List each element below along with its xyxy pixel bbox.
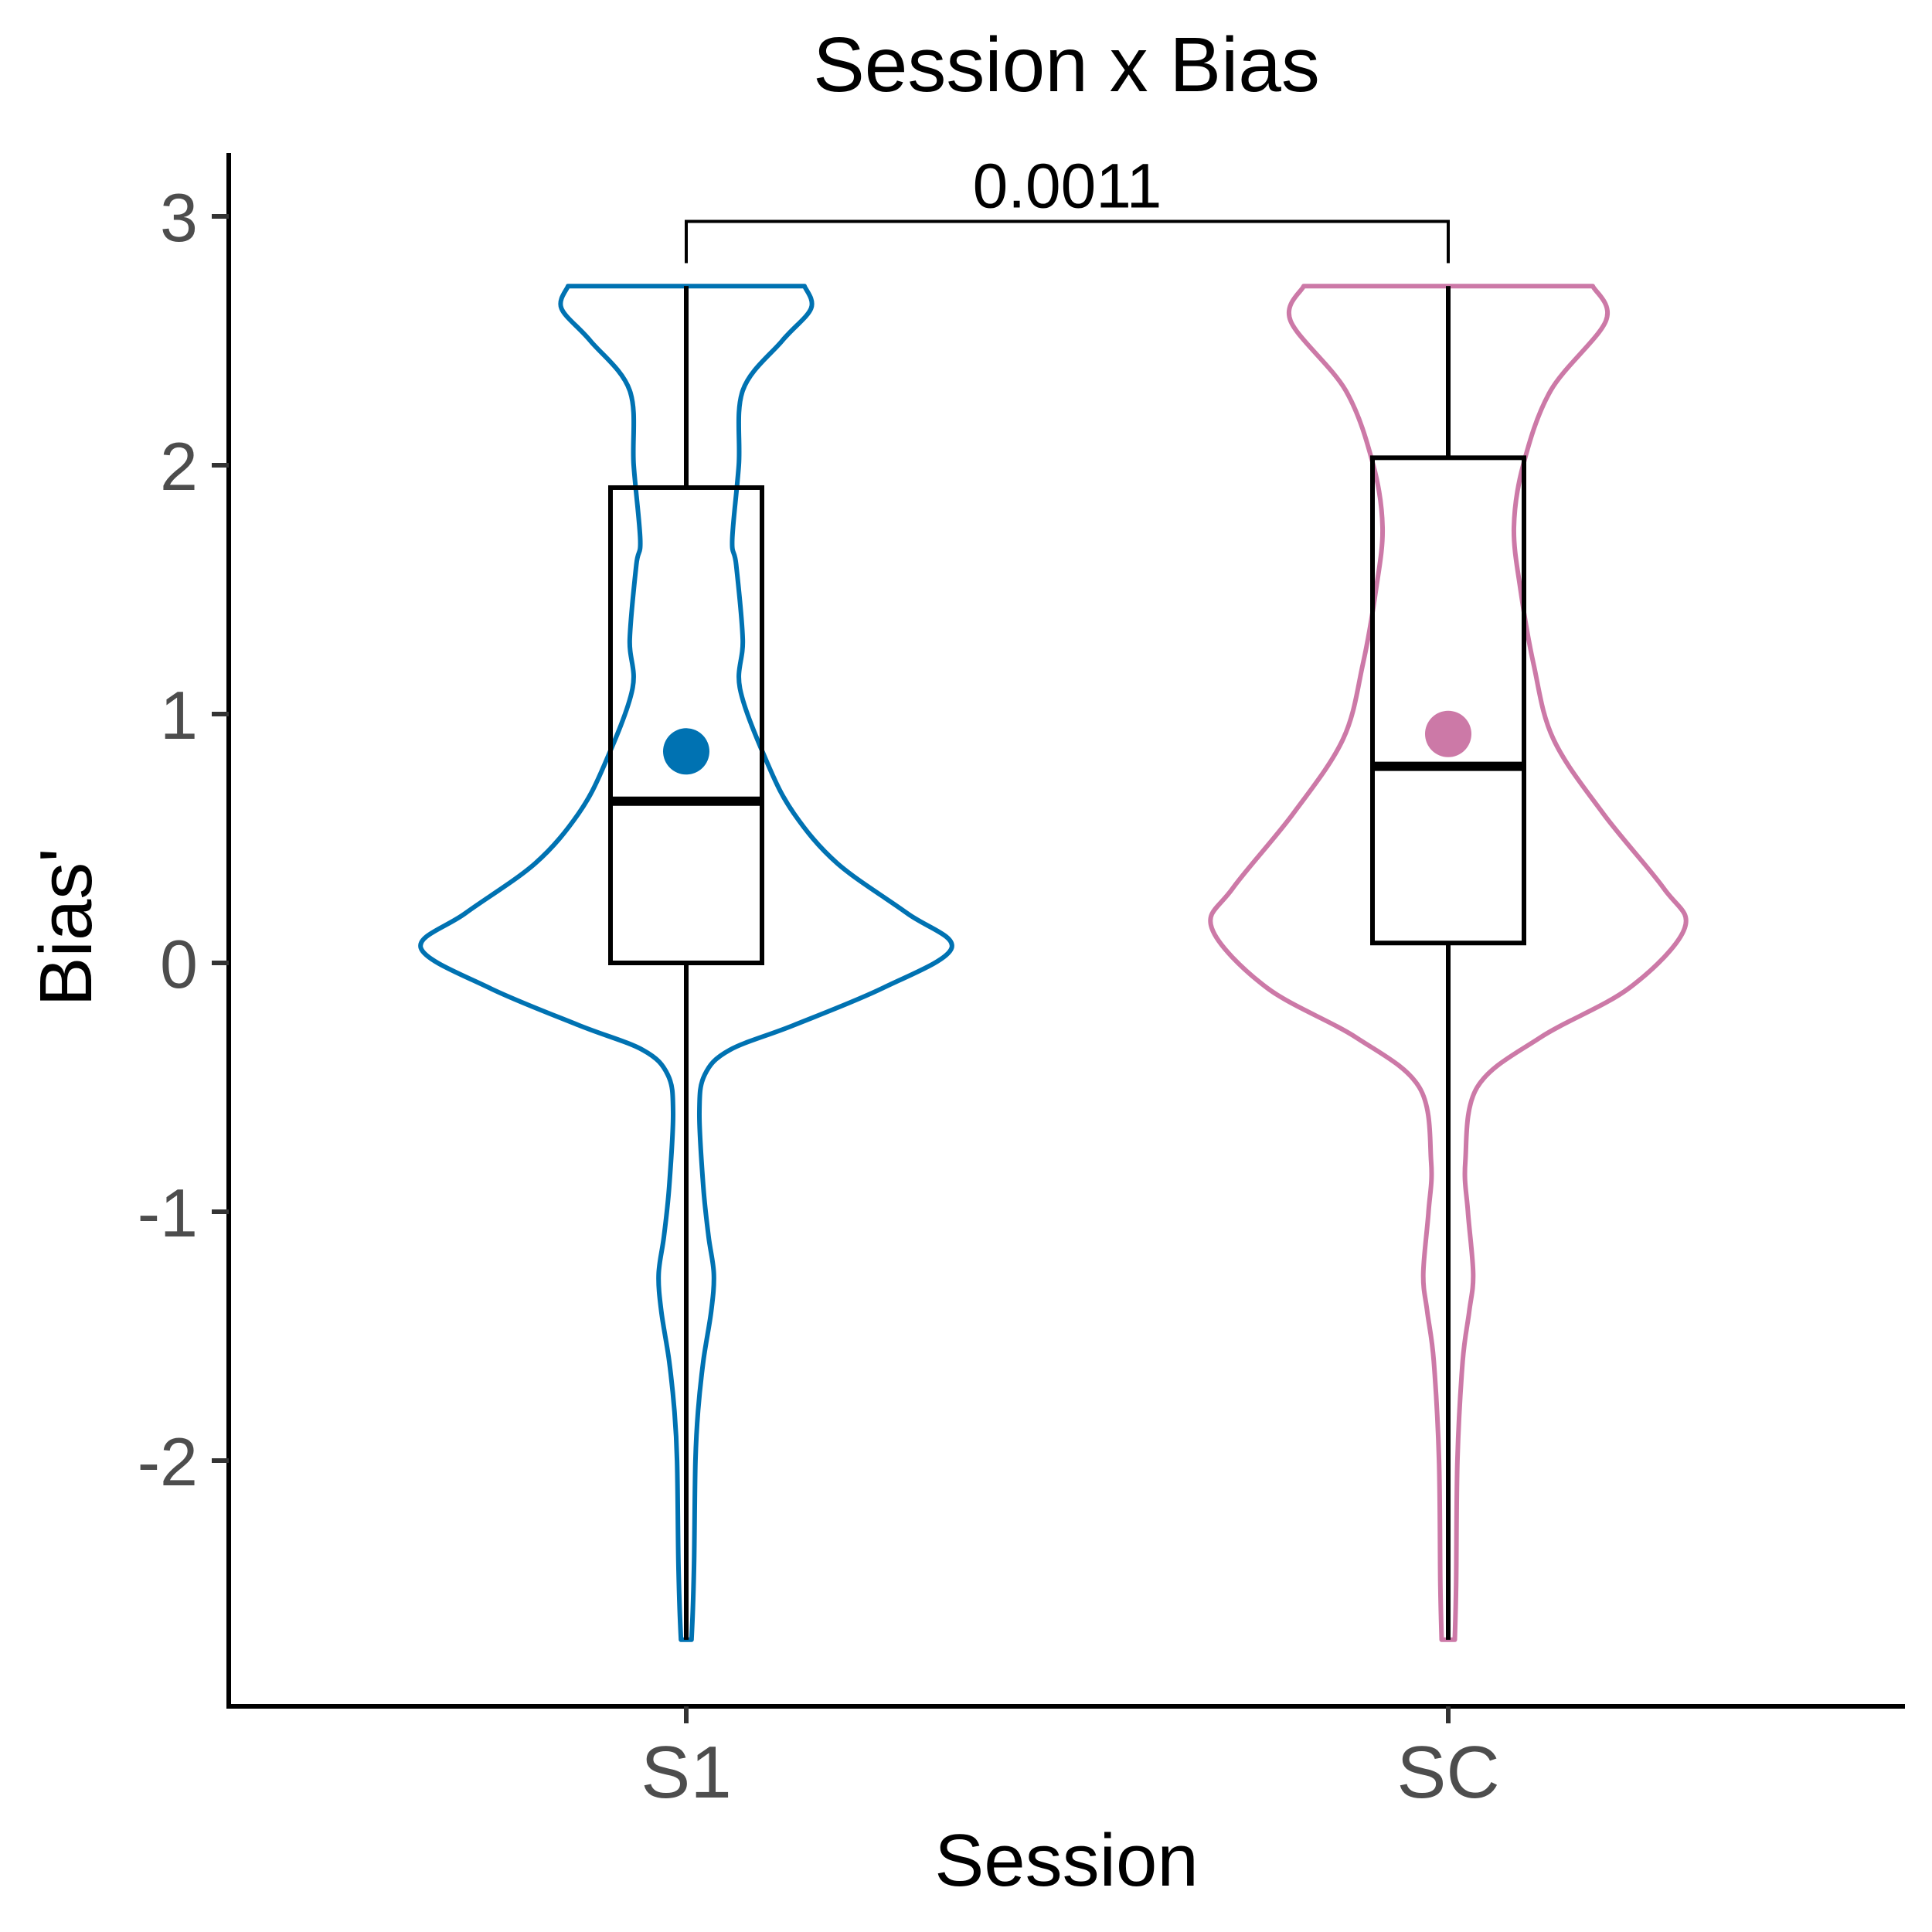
y-tick-label: 2 (160, 428, 198, 505)
y-axis: 3 2 1 0 -1 -2 (138, 153, 231, 1706)
x-tick-label: S1 (641, 1731, 731, 1814)
y-tick-label: -2 (138, 1423, 198, 1500)
y-tick-label: 1 (160, 677, 198, 753)
x-tick-label: SC (1396, 1731, 1499, 1814)
plot-area (418, 284, 1689, 1642)
x-axis-title: Session (934, 1819, 1199, 1902)
significance-bracket: 0.0011 (685, 151, 1450, 264)
box (608, 485, 764, 965)
violin-group-s1 (418, 284, 954, 1642)
bracket-line (685, 219, 1450, 264)
violin-group-sc (1208, 284, 1689, 1642)
mean-point (663, 728, 709, 775)
x-axis: S1 SC (226, 1704, 1905, 1814)
box (1370, 455, 1526, 946)
y-axis-title: Bias' (25, 848, 107, 1006)
p-value-label: 0.0011 (973, 151, 1162, 221)
y-tick-label: 0 (160, 926, 198, 1002)
mean-point (1425, 710, 1471, 757)
y-tick-label: 3 (160, 179, 198, 256)
chart-title: Session x Bias (813, 22, 1320, 108)
violin-outline (1208, 284, 1689, 1642)
y-tick-label: -1 (138, 1175, 198, 1251)
violin-outline (418, 284, 954, 1642)
